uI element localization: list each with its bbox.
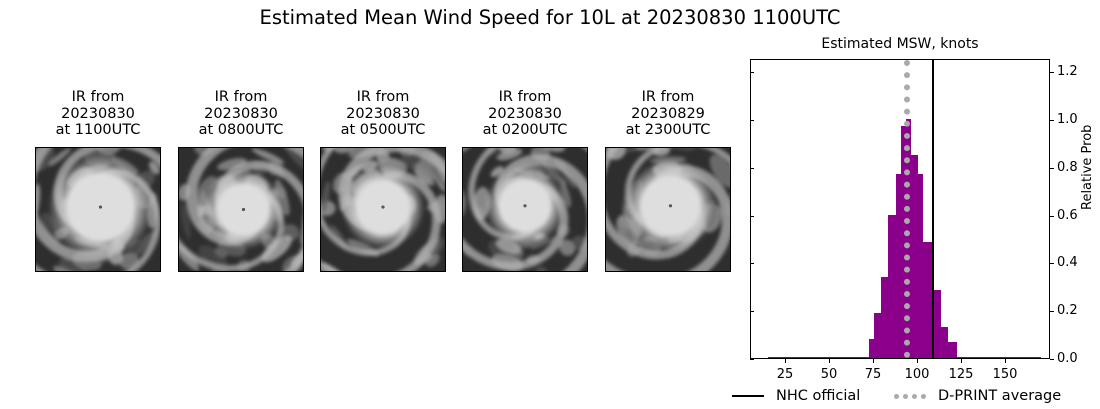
- y-tick: [750, 311, 754, 313]
- y-tick-label: 0.8: [1057, 159, 1078, 175]
- y-tick-label: 1.0: [1057, 112, 1078, 127]
- ir-panel-title: IR from 20230829 at 2300UTC: [625, 89, 711, 138]
- legend-label: NHC official: [776, 388, 861, 404]
- ir-satellite-image: [35, 147, 161, 272]
- ir-panel: IR from 20230830 at 0800UTC: [178, 89, 304, 272]
- x-tick-label: 125: [948, 367, 974, 382]
- y-tick-label: 0.4: [1057, 255, 1078, 271]
- nhc-official-line: [931, 60, 934, 358]
- dotted-line-icon: [894, 393, 926, 399]
- ir-panel-title: IR from 20230830 at 0200UTC: [482, 89, 568, 138]
- y-tick: [750, 72, 754, 74]
- ir-satellite-image: [320, 147, 446, 272]
- histogram-bar: [910, 154, 918, 358]
- histogram-bar: [956, 356, 1042, 358]
- x-tick: [873, 359, 874, 363]
- x-tick: [961, 359, 962, 363]
- ir-satellite-image: [605, 147, 731, 272]
- histogram-bar: [918, 173, 924, 358]
- ir-panel: IR from 20230829 at 2300UTC: [605, 89, 731, 272]
- y-tick-label: 1.2: [1057, 64, 1078, 80]
- y-tick-label: 0.2: [1057, 303, 1078, 319]
- y-tick: [1050, 120, 1054, 121]
- x-tick-label: 150: [992, 367, 1018, 382]
- histogram-bar: [932, 289, 941, 358]
- y-tick: [750, 167, 754, 169]
- ir-panel-title: IR from 20230830 at 0800UTC: [198, 89, 284, 138]
- y-tick: [1050, 311, 1054, 313]
- y-tick: [1050, 359, 1054, 360]
- y-tick: [750, 359, 754, 360]
- ir-panel: IR from 20230830 at 0500UTC: [320, 89, 446, 272]
- y-tick: [1050, 167, 1054, 169]
- histogram-bar: [923, 242, 933, 358]
- y-tick: [750, 263, 754, 265]
- x-tick: [829, 359, 830, 363]
- ir-satellite-image: [178, 147, 304, 272]
- y-tick: [750, 120, 754, 121]
- histogram-bar: [874, 312, 882, 358]
- y-tick-label: 0.0: [1057, 351, 1078, 366]
- solid-line-icon: [732, 395, 764, 397]
- x-tick-label: 75: [864, 367, 882, 382]
- y-tick: [1050, 72, 1054, 74]
- ir-satellite-image: [462, 147, 588, 272]
- y-tick: [750, 215, 754, 217]
- y-tick: [1050, 263, 1054, 265]
- legend-dprint-average: D-PRINT average: [894, 388, 1061, 404]
- y-tick: [1050, 215, 1054, 217]
- ir-panel-title: IR from 20230830 at 1100UTC: [55, 89, 141, 138]
- histogram-bar: [881, 276, 889, 358]
- y-axis-label: Relative Prob: [1080, 124, 1095, 210]
- y-tick-label: 0.6: [1057, 207, 1078, 223]
- histogram-bar: [868, 338, 874, 358]
- ir-panel-title: IR from 20230830 at 0500UTC: [340, 89, 426, 138]
- dprint-average-line: [904, 60, 911, 358]
- x-tick: [1005, 359, 1006, 363]
- histogram-bar: [768, 356, 869, 358]
- x-tick: [917, 359, 918, 363]
- histogram-bar: [888, 214, 896, 358]
- histogram-bar: [947, 342, 957, 358]
- histogram-bar: [940, 326, 948, 358]
- main-title: Estimated Mean Wind Speed for 10L at 202…: [259, 6, 841, 29]
- x-tick: [785, 359, 786, 363]
- ir-panel: IR from 20230830 at 0200UTC: [462, 89, 588, 272]
- x-tick-label: 50: [820, 367, 838, 382]
- x-tick-label: 25: [776, 367, 794, 382]
- histogram-bar: [896, 173, 902, 358]
- histogram-bar: [901, 126, 906, 358]
- chart-title: Estimated MSW, knots: [821, 36, 979, 52]
- x-tick-label: 100: [904, 367, 930, 382]
- histogram-plot-area: [750, 59, 1050, 359]
- legend-nhc-official: NHC official: [732, 388, 860, 404]
- ir-panel: IR from 20230830 at 1100UTC: [35, 89, 161, 272]
- legend-label: D-PRINT average: [938, 388, 1062, 404]
